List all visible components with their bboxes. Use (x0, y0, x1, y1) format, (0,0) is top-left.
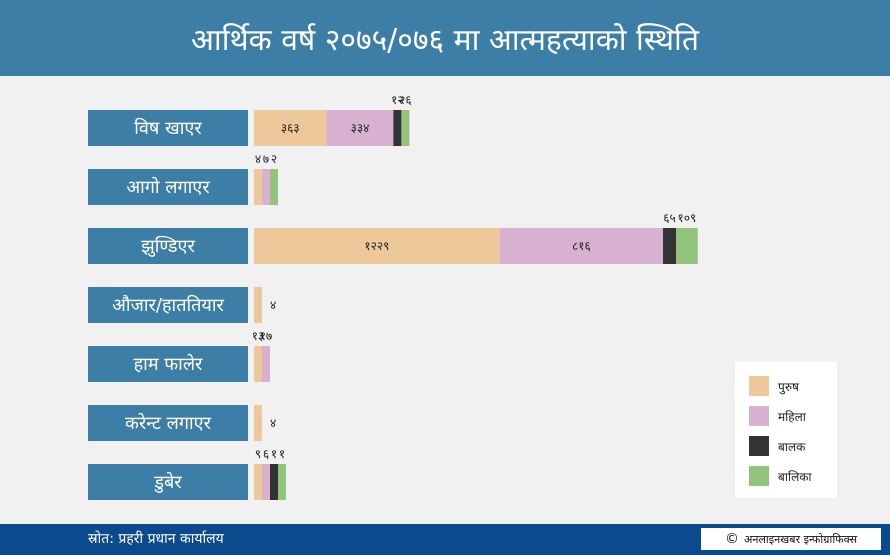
chart-title: आर्थिक वर्ष २०७५/०७६ मा आत्महत्याको स्थि… (191, 22, 699, 58)
data-label: ३३४ (351, 121, 370, 135)
legend: पुरुष महिला बालक बालिका (735, 362, 837, 498)
data-label: ३६३ (281, 121, 300, 135)
legend-label: बालक (778, 439, 806, 454)
data-label: ६ (263, 447, 269, 461)
data-label: ६५ (663, 211, 675, 225)
footer: स्रोत: प्रहरी प्रधान कार्यालय © अनलाइनखब… (0, 524, 890, 555)
bar-segment (676, 228, 698, 264)
legend-item: पुरुष (749, 376, 799, 396)
chart-title-bar: आर्थिक वर्ष २०७५/०७६ मा आत्महत्याको स्थि… (0, 0, 890, 76)
bar-segment (254, 346, 262, 382)
bar-segment (393, 110, 402, 146)
legend-swatch (749, 406, 769, 426)
data-label: ९ (255, 447, 261, 461)
bar-segment (262, 169, 270, 205)
bar-segment (663, 228, 676, 264)
legend-label: बालिका (778, 469, 812, 484)
data-label: १ (271, 447, 277, 461)
bar-segment (254, 464, 262, 500)
bar-segment (270, 169, 278, 205)
bar-segment (254, 287, 262, 323)
chart-area: ३६३ ३३४ १२ २६ ४ ७ २ १२२९ ८१६ ६५ १०९ ४ १३ १७ ४ ९ ६ १ १ विष … (0, 76, 890, 524)
credit-badge: © अनलाइनखबर इन्फोग्राफिक्स (701, 528, 881, 550)
data-label: २६ (399, 93, 411, 107)
category-label: आगो लगाएर (88, 169, 248, 205)
copyright-icon: © (724, 531, 739, 547)
legend-item: बालिका (749, 466, 812, 486)
legend-swatch (749, 436, 769, 456)
data-label: १७ (260, 329, 272, 343)
data-label: १२ (391, 93, 403, 107)
legend-label: महिला (778, 409, 806, 424)
category-label: करेन्ट लगाएर (88, 405, 248, 441)
data-label: १०९ (678, 211, 697, 225)
credit-text: अनलाइनखबर इन्फोग्राफिक्स (743, 532, 858, 546)
data-label: १२२९ (364, 239, 389, 253)
category-label: विष खाएर (88, 110, 248, 146)
category-label: हाम फालेर (88, 346, 248, 382)
source-text: स्रोत: प्रहरी प्रधान कार्यालय (88, 531, 224, 547)
data-label: ७ (263, 152, 269, 166)
legend-item: महिला (749, 406, 806, 426)
bar-segment (254, 228, 500, 264)
data-label: ४ (270, 416, 276, 430)
bar-segment (254, 169, 262, 205)
legend-swatch (749, 376, 769, 396)
bar-segment (254, 405, 262, 441)
bar-segment (499, 228, 663, 264)
legend-swatch (749, 466, 769, 486)
bar-segment (278, 464, 286, 500)
category-label: झुण्डिएर (88, 228, 248, 264)
category-label: औजार/हाततियार (88, 287, 248, 323)
bar-segment (262, 346, 270, 382)
legend-item: बालक (749, 436, 805, 456)
data-label: ४ (255, 152, 261, 166)
legend-label: पुरुष (778, 379, 799, 394)
bar-segment (270, 464, 278, 500)
data-label: १३ (252, 329, 264, 343)
data-label: ८१६ (572, 239, 591, 253)
bar-segment (254, 110, 327, 146)
bar-segment (326, 110, 394, 146)
bar-segment (262, 464, 270, 500)
data-label: १ (279, 447, 285, 461)
category-label: डुबेर (88, 464, 248, 500)
bar-segment (401, 110, 410, 146)
data-label: २ (271, 152, 277, 166)
data-label: ४ (270, 298, 276, 312)
